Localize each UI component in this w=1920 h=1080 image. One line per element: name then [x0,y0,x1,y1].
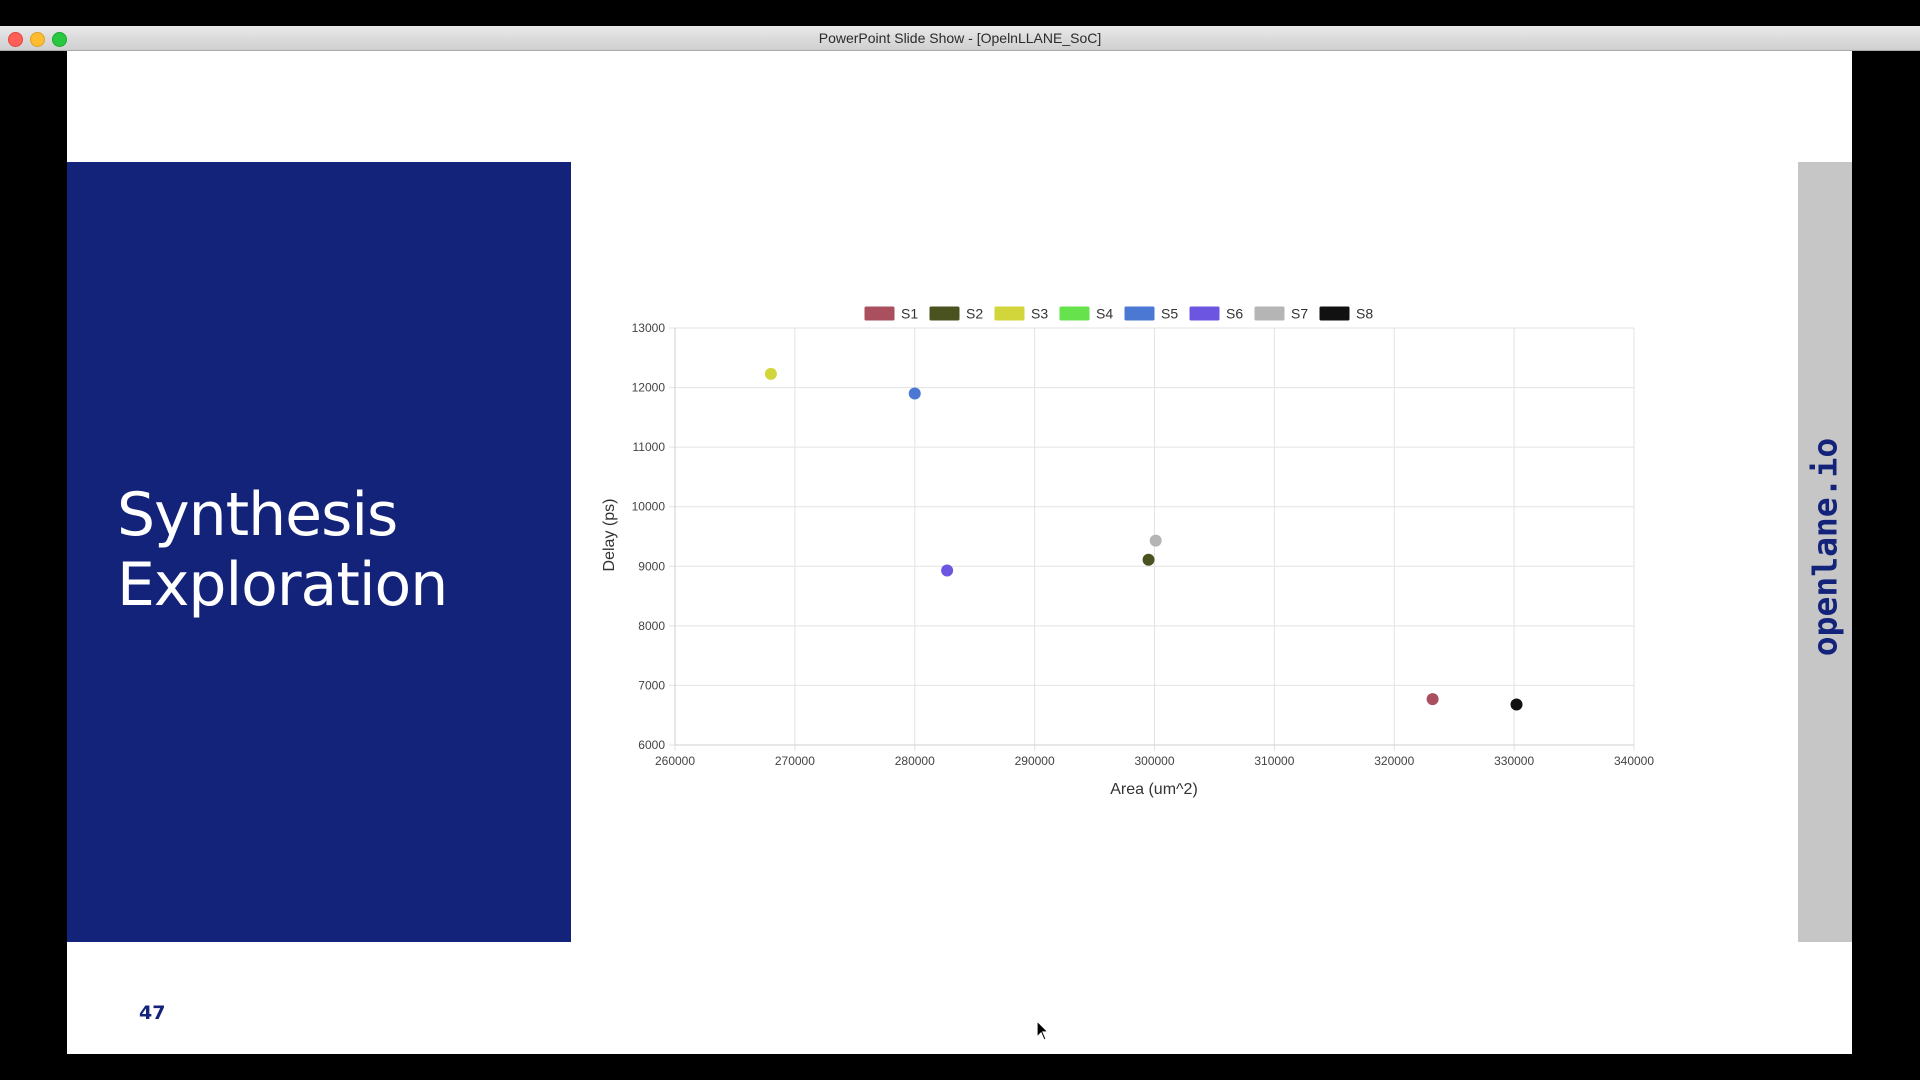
chart-points [764,367,1523,711]
scatter-chart: 260000 270000 280000 290000 300000 310000 3200… [601,305,1654,798]
x-tick-label: 310000 [1254,754,1294,768]
x-tick-label: 270000 [775,754,815,768]
legend-label-s2: S2 [966,306,983,322]
y-tick-label: 6000 [638,738,665,752]
y-tick-label: 9000 [638,559,665,573]
legend-label-s8: S8 [1356,306,1373,322]
brand-sidebar: openlane.io [1798,162,1852,942]
slide[interactable]: Synthesis Exploration 260000 270000 280000… [67,51,1852,1054]
title-panel: Synthesis Exploration [67,162,571,942]
slide-title: Synthesis Exploration [117,480,448,620]
legend-label-s6: S6 [1226,306,1243,322]
legend-label-s1: S1 [901,306,918,322]
x-axis-label: Area (um^2) [1110,781,1198,798]
maximize-window-button[interactable] [52,32,67,47]
x-tick-label: 280000 [895,754,935,768]
data-point-s6 [941,564,954,577]
window-titlebar: PowerPoint Slide Show - [OpelnLLANE_SoC] [0,26,1920,51]
chart-gridlines [669,327,1635,751]
y-tick-label: 11000 [633,440,666,454]
legend-label-s3: S3 [1031,306,1048,322]
x-tick-label: 330000 [1494,754,1534,768]
x-tick-label: 340000 [1614,754,1654,768]
data-point-s1 [1426,693,1439,706]
y-tick-label: 7000 [638,678,665,692]
minimize-window-button[interactable] [30,32,45,47]
window-title: PowerPoint Slide Show - [OpelnLLANE_SoC] [818,30,1102,46]
x-tick-label: 300000 [1134,754,1174,768]
y-tick-label: 8000 [638,619,665,633]
legend-swatch-s7 [1253,305,1286,322]
legend-label-s5: S5 [1161,306,1178,322]
legend-swatch-s3 [993,305,1026,322]
slide-title-line-1: Synthesis [117,480,398,550]
legend-swatch-s1 [863,305,896,322]
legend-label-s7: S7 [1291,306,1308,322]
data-point-s5 [908,387,921,400]
legend-swatch-s5 [1123,305,1156,322]
slide-number: 47 [139,1002,166,1024]
y-axis-label: Delay (ps) [601,499,618,572]
legend-swatch-s6 [1188,305,1221,322]
legend-swatch-s8 [1318,305,1351,322]
brand-text: openlane.io [1805,437,1845,657]
x-axis-ticks: 260000 270000 280000 290000 300000 310000 3200… [655,754,1654,768]
x-tick-label: 290000 [1015,754,1055,768]
x-tick-label: 260000 [655,754,695,768]
data-point-s2 [1142,553,1155,566]
legend-swatch-s4 [1058,305,1091,322]
data-point-s8 [1510,698,1523,711]
data-point-s7 [1149,534,1162,547]
mouse-cursor-icon [1036,1020,1050,1041]
chart-legend: S1 S2 S3 S4 S5 S6 S7 S8 [863,305,1373,322]
x-tick-label: 320000 [1374,754,1414,768]
data-point-s3 [764,367,777,380]
y-tick-label: 12000 [632,381,666,395]
legend-label-s4: S4 [1096,306,1113,322]
y-tick-label: 10000 [632,500,666,514]
legend-swatch-s2 [928,305,961,322]
close-window-button[interactable] [8,32,23,47]
y-tick-label: 13000 [632,321,666,335]
y-axis-ticks: 13000 12000 11000 10000 9000 8000 7000 6000 [632,321,666,752]
slide-title-line-2: Exploration [117,550,448,620]
